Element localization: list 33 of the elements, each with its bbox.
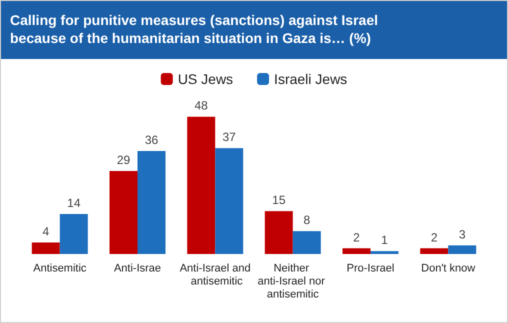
bar xyxy=(60,214,88,254)
x-tick-label: Antisemitic xyxy=(33,262,87,274)
data-label: 36 xyxy=(144,133,158,148)
bar xyxy=(370,251,398,254)
bar xyxy=(187,116,216,254)
x-tick-label: Anti-Israel and antisemitic xyxy=(180,262,251,288)
bar xyxy=(32,242,60,254)
bar xyxy=(215,148,244,254)
bar xyxy=(292,231,321,254)
chart-title: Calling for punitive measures (sanctions) against Israel because of the humanitarian situation in Gaza is… (%) xyxy=(1,1,507,59)
bar xyxy=(264,211,293,254)
bar xyxy=(110,171,138,254)
data-label: 29 xyxy=(116,153,130,168)
x-tick-label: Anti-Israe xyxy=(114,262,162,274)
data-label: 8 xyxy=(303,213,310,228)
bar xyxy=(342,248,370,254)
bar xyxy=(138,151,166,254)
data-label: 37 xyxy=(222,130,236,144)
x-tick-label: Don't know xyxy=(421,262,476,274)
data-label: 2 xyxy=(430,230,438,244)
bar xyxy=(420,248,448,254)
x-tick-label: Neither anti-Israel nor antisemitic xyxy=(258,262,328,300)
x-tick-label: Pro-Israel xyxy=(346,262,394,274)
bar xyxy=(448,245,476,254)
data-label: 1 xyxy=(381,233,388,248)
data-label: 15 xyxy=(272,193,286,208)
data-label: 14 xyxy=(67,196,81,210)
legend-label: US Jews xyxy=(178,71,234,87)
legend-label: Israeli Jews xyxy=(274,71,348,87)
data-label: 4 xyxy=(42,224,50,239)
data-label: 48 xyxy=(194,98,208,113)
data-label: 2 xyxy=(353,230,360,244)
data-label: 3 xyxy=(458,227,466,242)
